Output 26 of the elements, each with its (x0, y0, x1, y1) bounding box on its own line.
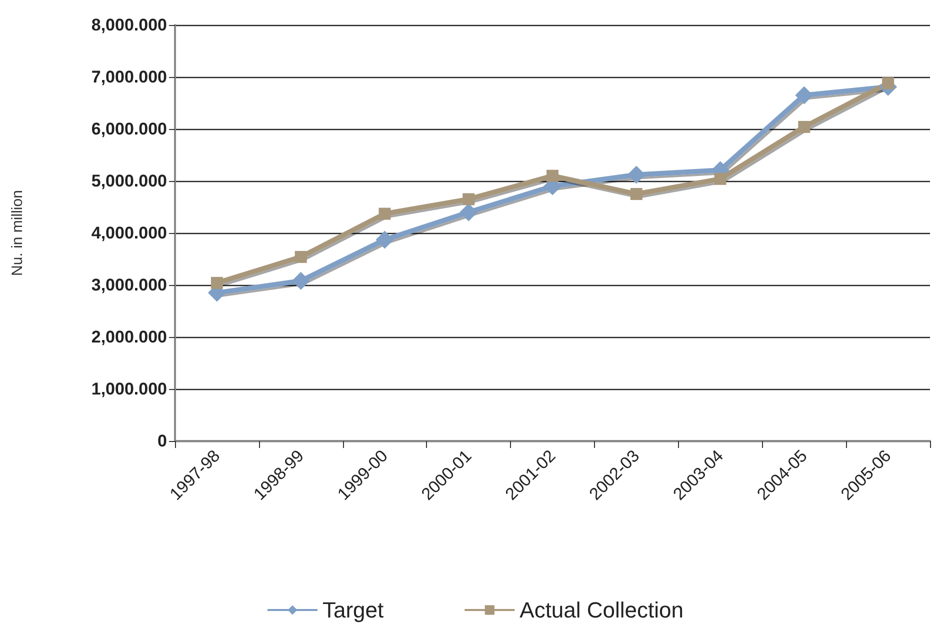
point (292, 272, 310, 290)
y-tick-label: 6,000.000 (91, 120, 167, 138)
y-tick-label: 3,000.000 (91, 276, 167, 294)
y-axis-title: Nu. in million (9, 190, 26, 276)
point (462, 193, 475, 206)
point (795, 86, 814, 104)
y-tick-label: 2,000.000 (91, 328, 167, 346)
point (798, 120, 810, 133)
point (546, 170, 558, 182)
y-tick-label: 4,000.000 (91, 224, 167, 242)
y-tick-label: 8,000.000 (91, 16, 167, 34)
legend-label: Actual Collection (520, 598, 684, 622)
point (460, 203, 478, 222)
y-tick-label: 5,000.000 (91, 172, 167, 190)
point (627, 166, 646, 184)
point (630, 188, 642, 200)
legend-label: Target (322, 598, 384, 622)
point (714, 172, 726, 185)
y-tick-label: 1,000.000 (91, 380, 167, 398)
point (294, 250, 307, 263)
point (882, 77, 894, 90)
point (376, 230, 394, 249)
y-tick-label: 0 (158, 432, 167, 450)
point (210, 276, 223, 289)
point (378, 208, 391, 220)
y-tick-label: 7,000.000 (91, 68, 167, 86)
